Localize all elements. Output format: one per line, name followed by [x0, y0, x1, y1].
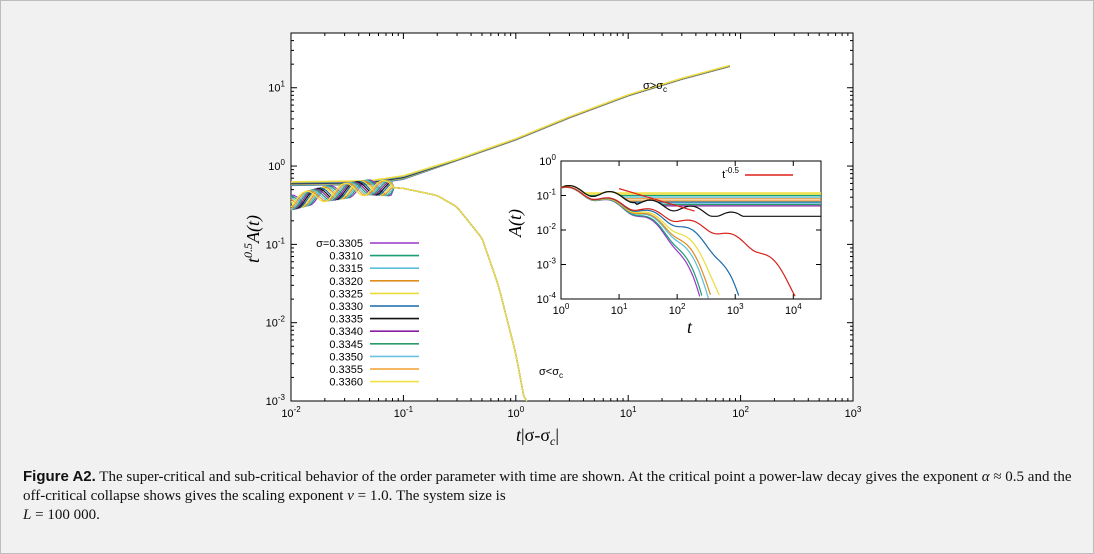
main-y-tick-label: 10-3 [266, 393, 286, 408]
subcritical-series-0.3360 [290, 179, 528, 402]
legend-label-0.3325: 0.3325 [329, 288, 363, 300]
main-x-tick-label: 102 [732, 405, 749, 420]
caption-L: L [23, 507, 32, 523]
legend-label-0.3310: 0.3310 [329, 251, 363, 263]
main-y-axis-label: t0.5A(t) [241, 215, 264, 263]
main-x-tick-label: 101 [620, 405, 637, 420]
caption-nu-value: 1.0 [369, 488, 389, 504]
main-y-tick-label: 100 [268, 158, 285, 173]
main-x-tick-label: 10-1 [394, 405, 414, 420]
caption-text-2: and the off-critical collapse shows give… [23, 469, 1072, 504]
inset-chart: 100 101 102 103 104 10-4 10-3 10-2 10-1 100 t-0.5… [505, 153, 822, 337]
main-curves [290, 64, 730, 402]
main-x-tick-label: 10-2 [281, 405, 301, 420]
inset-ticks: 100 101 102 103 104 10-4 10-3 10-2 10-1 100 [537, 153, 821, 317]
caption-equals-2: = [35, 507, 44, 523]
legend-label-0.3350: 0.3350 [329, 351, 363, 363]
inset-curves [560, 185, 821, 299]
annotation-subcritical: σ<σc [539, 366, 563, 380]
main-y-tick-label: 10-2 [266, 315, 286, 330]
legend-label-0.3305: σ=0.3305 [316, 238, 363, 250]
legend-label-0.3340: 0.3340 [329, 326, 363, 338]
annotation-supercritical: σ>σc [643, 80, 667, 94]
legend-label-0.3345: 0.3345 [329, 339, 363, 351]
caption-label: Figure A2. [23, 468, 96, 485]
inset-y-tick-label: 10-4 [537, 291, 557, 306]
inset-x-tick-label: 101 [611, 302, 628, 317]
inset-y-tick-label: 10-1 [537, 188, 557, 203]
inset-legend-label: t-0.5 [722, 166, 739, 181]
legend-label-0.3360: 0.3360 [329, 377, 363, 389]
caption-alpha-value: 0.5 [1005, 469, 1025, 485]
inset-y-tick-label: 100 [539, 153, 556, 168]
inset-y-tick-label: 10-2 [537, 222, 557, 237]
inset-x-tick-label: 103 [727, 302, 744, 317]
caption-text-1: The super-critical and sub-critical beha… [99, 469, 978, 485]
caption-text-3: . The system size is [388, 488, 506, 504]
main-x-axis-label: t|σ-σc| [516, 425, 559, 448]
legend-label-0.3320: 0.3320 [329, 276, 363, 288]
inset-legend: t-0.5 [722, 166, 793, 181]
main-x-tick-label: 100 [507, 405, 524, 420]
main-y-tick-label: 101 [268, 80, 285, 95]
legend-label-0.3330: 0.3330 [329, 301, 363, 313]
legend-label-0.3315: 0.3315 [329, 263, 363, 275]
legend-label-0.3335: 0.3335 [329, 314, 363, 326]
inset-x-tick-label: 100 [553, 302, 570, 317]
inset-y-tick-label: 10-3 [537, 257, 557, 272]
inset-y-axis-label: A(t) [505, 209, 526, 238]
supercritical-series-0.3360 [290, 64, 730, 183]
inset-x-tick-label: 104 [785, 302, 802, 317]
reference-power-law-line [618, 188, 695, 212]
inset-x-axis-label: t [687, 317, 693, 337]
main-legend: σ=0.33050.33100.33150.33200.33250.33300.… [316, 238, 419, 389]
caption-nu: ν [347, 488, 354, 504]
caption-text-4: . [96, 507, 100, 523]
inset-decay-series [560, 186, 796, 297]
main-x-tick-label: 103 [845, 405, 862, 420]
caption-equals: = [357, 488, 367, 504]
main-y-tick-label: 10-1 [266, 236, 286, 251]
legend-label-0.3355: 0.3355 [329, 364, 363, 376]
caption-L-value: 100 000 [47, 507, 97, 523]
caption-approx: ≈ [993, 469, 1002, 485]
figure-caption: Figure A2. The super-critical and sub-cr… [23, 467, 1073, 525]
inset-x-tick-label: 102 [669, 302, 686, 317]
caption-alpha: α [981, 469, 990, 485]
inset-critical-series [560, 185, 821, 217]
inset-plot-frame [560, 160, 822, 300]
